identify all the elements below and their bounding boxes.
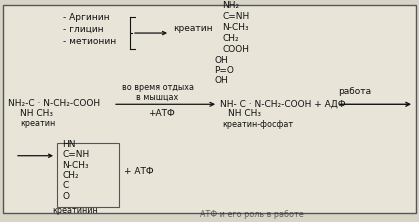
Text: креатин: креатин [20, 119, 55, 128]
Text: CH₂: CH₂ [62, 171, 79, 180]
Text: NH CH₃: NH CH₃ [228, 109, 261, 118]
Text: - Аргинин: - Аргинин [63, 13, 110, 22]
Text: в мышцах: в мышцах [136, 92, 178, 101]
Text: COOH: COOH [222, 45, 249, 54]
Text: C: C [62, 181, 68, 190]
Text: NH- C · N-CH₂-COOH + АДФ: NH- C · N-CH₂-COOH + АДФ [220, 99, 346, 108]
Text: работа: работа [338, 87, 371, 96]
Text: NH₂: NH₂ [222, 1, 239, 10]
Text: HN: HN [62, 140, 75, 149]
Text: C=NH: C=NH [62, 150, 89, 159]
Text: во время отдыха: во время отдыха [122, 83, 194, 92]
Text: P=O: P=O [214, 66, 234, 75]
Text: креатин: креатин [173, 24, 212, 33]
Text: NH₂-C · N-CH₂-COOH: NH₂-C · N-CH₂-COOH [8, 99, 100, 108]
Text: OH: OH [214, 56, 228, 65]
Text: - глицин: - глицин [63, 25, 103, 34]
Text: +АТФ: +АТФ [148, 109, 175, 118]
Text: АТФ и его роль в работе: АТФ и его роль в работе [200, 210, 304, 219]
Text: C=NH: C=NH [222, 12, 249, 21]
Text: + АТФ: + АТФ [124, 166, 154, 176]
Text: - метионин: - метионин [63, 37, 116, 46]
Text: N-CH₃: N-CH₃ [222, 23, 248, 32]
Text: CH₂: CH₂ [222, 34, 239, 43]
Text: O: O [62, 192, 69, 201]
Bar [57, 143, 119, 207]
Text: N-CH₃: N-CH₃ [62, 161, 89, 170]
Text: креатин-фосфат: креатин-фосфат [222, 120, 293, 129]
Text: NH CH₃: NH CH₃ [20, 109, 53, 118]
Text: креатинин: креатинин [52, 206, 98, 215]
Text: OH: OH [214, 75, 228, 85]
